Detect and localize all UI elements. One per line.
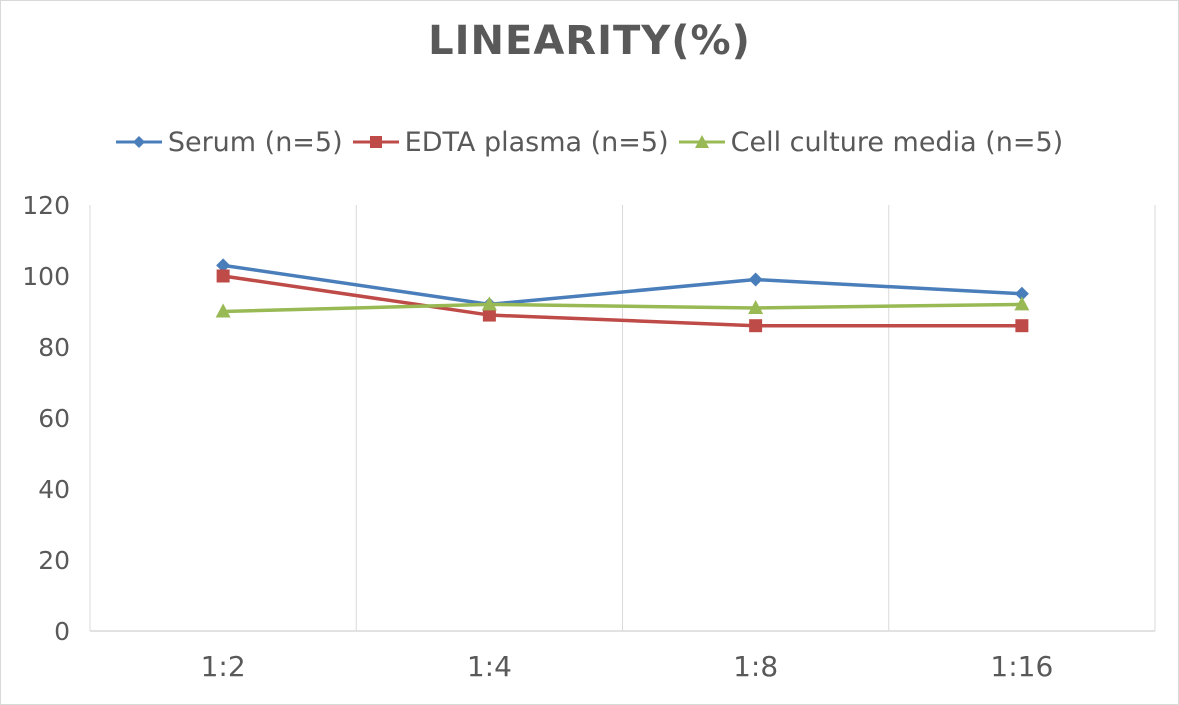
x-tick-label: 1:16 — [990, 650, 1053, 683]
data-point-cell-culture-media — [748, 299, 764, 314]
legend-marker-edta-plasma — [352, 136, 399, 148]
y-tick-label: 80 — [38, 333, 70, 362]
legend-entry-edta-plasma: EDTA plasma (n=5) — [352, 126, 669, 158]
data-point-cell-culture-media — [481, 296, 497, 311]
y-tick-label: 120 — [22, 191, 70, 220]
data-point-serum — [216, 258, 231, 273]
data-point-serum — [1014, 286, 1029, 301]
y-tick-label: 40 — [38, 475, 70, 504]
legend-entry-cell-culture-media: Cell culture media (n=5) — [678, 126, 1064, 158]
legend: Serum (n=5) EDTA plasma (n=5) Cell cultu… — [0, 122, 1179, 162]
x-tick-label: 1:4 — [467, 650, 512, 683]
data-point-serum — [748, 272, 763, 287]
legend-marker-serum — [115, 136, 162, 148]
data-point-edta-plasma — [1015, 319, 1029, 333]
legend-label-edta-plasma: EDTA plasma (n=5) — [404, 126, 669, 158]
data-point-cell-culture-media — [1014, 296, 1030, 311]
series-line-2 — [223, 302, 1022, 314]
x-tick-label: 1:2 — [201, 650, 246, 683]
legend-entry-serum: Serum (n=5) — [115, 126, 343, 158]
x-tick-label: 1:8 — [733, 650, 778, 683]
y-tick-label: 20 — [38, 546, 70, 575]
y-tick-label: 0 — [54, 617, 70, 646]
data-point-cell-culture-media — [215, 303, 231, 318]
legend-label-cell-culture-media: Cell culture media (n=5) — [730, 126, 1064, 158]
chart-title: LINEARITY(%) — [428, 18, 751, 64]
y-tick-label: 60 — [38, 404, 70, 433]
legend-marker-cell-culture-media — [678, 135, 725, 148]
series-line-1 — [222, 274, 1022, 328]
y-tick-label: 100 — [22, 262, 70, 291]
data-point-edta-plasma — [216, 269, 230, 283]
data-point-edta-plasma — [482, 308, 496, 322]
legend-label-serum: Serum (n=5) — [167, 126, 343, 158]
data-point-edta-plasma — [749, 319, 763, 333]
series-line-0 — [222, 263, 1022, 307]
